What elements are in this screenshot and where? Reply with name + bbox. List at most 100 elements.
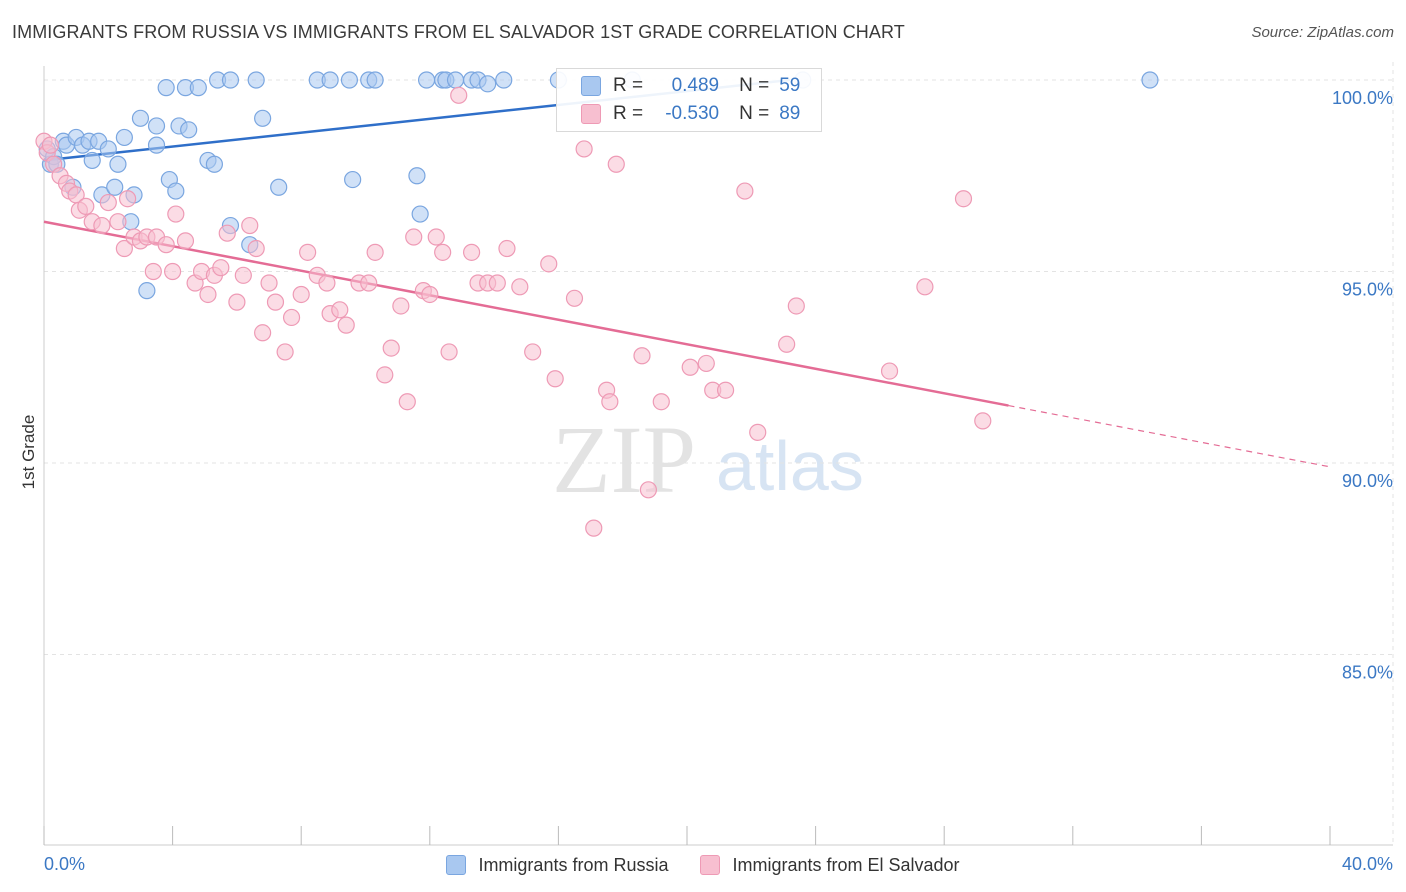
salvador-point bbox=[974, 412, 992, 430]
russia-legend-label: Immigrants from Russia bbox=[478, 854, 669, 875]
russia-point bbox=[157, 79, 175, 97]
watermark-zip: ZIP bbox=[552, 406, 696, 513]
russia-legend-swatch bbox=[446, 855, 467, 875]
salvador-point bbox=[511, 278, 529, 296]
salvador-point bbox=[880, 362, 899, 380]
salvador-point bbox=[41, 136, 60, 154]
russia-point bbox=[479, 75, 497, 93]
russia-point bbox=[446, 71, 465, 89]
russia-point bbox=[344, 170, 362, 189]
russia-point bbox=[408, 167, 426, 185]
watermark: ZIP atlas bbox=[552, 406, 864, 513]
salvador-point bbox=[241, 216, 259, 235]
salvador-point bbox=[164, 262, 182, 281]
salvador-point bbox=[421, 285, 439, 304]
russia-point bbox=[115, 128, 133, 147]
salvador-point bbox=[681, 358, 699, 376]
x-tick-label-max: 40.0% bbox=[1342, 854, 1393, 874]
salvador-point bbox=[115, 239, 133, 258]
salvador-point bbox=[736, 182, 754, 200]
salvador-point bbox=[254, 324, 272, 342]
russia-point bbox=[366, 71, 384, 89]
salvador-point bbox=[382, 339, 400, 357]
salvador-point bbox=[450, 86, 468, 104]
salvador-point bbox=[639, 481, 658, 499]
salvador-point bbox=[565, 289, 584, 307]
salvador-point bbox=[778, 335, 796, 353]
russia-point bbox=[138, 282, 156, 300]
russia-point bbox=[106, 178, 124, 196]
salvador-point bbox=[118, 190, 137, 208]
salvador-point bbox=[228, 293, 246, 311]
salvador-point bbox=[276, 343, 294, 361]
salvador-point bbox=[366, 243, 384, 261]
russia-point bbox=[99, 140, 117, 158]
salvador-point bbox=[398, 393, 416, 411]
salvador-point bbox=[331, 301, 349, 319]
salvador-point bbox=[266, 293, 285, 311]
salvador-point bbox=[585, 519, 603, 537]
russia-point bbox=[411, 205, 429, 223]
salvador-point bbox=[440, 343, 458, 361]
salvador-point bbox=[575, 140, 593, 158]
salvador-point bbox=[234, 266, 252, 284]
salvador-point bbox=[93, 216, 111, 235]
russia-point bbox=[270, 178, 288, 196]
salvador-point bbox=[157, 236, 175, 254]
legend-row-russia: R = 0.489 N = 59 bbox=[581, 72, 800, 100]
legend-r-value: 0.489 bbox=[671, 75, 720, 96]
salvador-point bbox=[488, 274, 506, 292]
salvador-point bbox=[212, 259, 230, 277]
russia-point bbox=[247, 71, 265, 89]
russia-point bbox=[83, 151, 101, 170]
salvador-swatch bbox=[581, 104, 601, 124]
russia-point bbox=[147, 136, 166, 154]
legend-n-label: N = bbox=[739, 103, 770, 124]
russia-point bbox=[321, 71, 339, 89]
russia-point bbox=[340, 71, 359, 89]
salvador-point bbox=[633, 347, 651, 365]
series-legend: Immigrants from Russia Immigrants from E… bbox=[0, 852, 1406, 878]
y-tick-label: 95.0% bbox=[1342, 280, 1393, 300]
salvador-point bbox=[697, 354, 715, 373]
russia-point bbox=[1141, 71, 1159, 89]
salvador-point bbox=[524, 343, 542, 361]
legend-item-salvador[interactable]: Immigrants from El Salvador bbox=[700, 854, 960, 876]
salvador-point bbox=[167, 205, 185, 223]
data-points bbox=[35, 71, 1159, 537]
salvador-point bbox=[77, 197, 95, 215]
legend-n-label: N = bbox=[739, 75, 770, 96]
legend-r-label: R = bbox=[613, 103, 644, 124]
salvador-legend-label: Immigrants from El Salvador bbox=[732, 854, 960, 875]
salvador-point bbox=[360, 274, 378, 292]
y-axis-title: 1st Grade bbox=[19, 415, 38, 490]
russia-point bbox=[147, 117, 166, 135]
legend-row-salvador: R = -0.530 N = 89 bbox=[581, 100, 800, 128]
russia-point bbox=[417, 71, 436, 89]
russia-point bbox=[221, 71, 240, 89]
salvador-point bbox=[787, 297, 805, 315]
legend-item-russia[interactable]: Immigrants from Russia bbox=[446, 855, 668, 876]
salvador-point bbox=[954, 190, 973, 208]
salvador-point bbox=[376, 366, 394, 384]
russia-point bbox=[495, 71, 513, 89]
russia-point bbox=[180, 121, 198, 139]
salvador-point bbox=[498, 239, 516, 258]
salvador-point bbox=[260, 274, 278, 292]
salvador-point bbox=[247, 239, 265, 258]
salvador-point bbox=[546, 370, 564, 388]
salvador-point bbox=[540, 255, 558, 273]
salvador-point bbox=[99, 193, 117, 212]
salvador-point bbox=[109, 213, 127, 231]
salvador-point bbox=[176, 232, 195, 250]
x-tick-label-min: 0.0% bbox=[44, 854, 85, 874]
salvador-point bbox=[601, 393, 619, 411]
russia-point bbox=[189, 79, 207, 97]
chart-title: IMMIGRANTS FROM RUSSIA VS IMMIGRANTS FRO… bbox=[12, 22, 905, 42]
russia-point bbox=[205, 155, 223, 173]
salvador-point bbox=[427, 228, 445, 246]
y-tick-label: 100.0% bbox=[1332, 88, 1393, 108]
russia-point bbox=[254, 109, 272, 127]
salvador-point bbox=[199, 285, 217, 304]
